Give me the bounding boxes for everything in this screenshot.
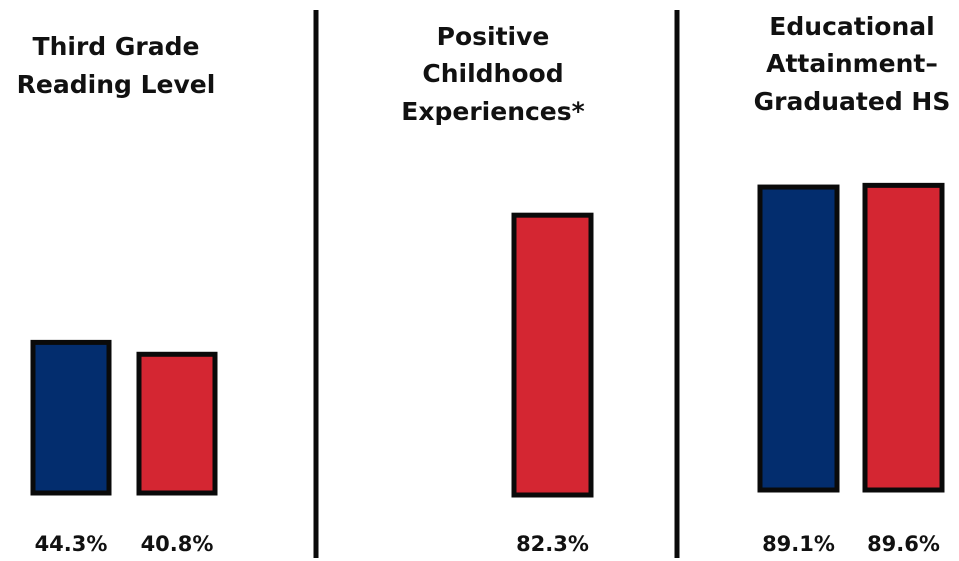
bar-value-label: 40.8% <box>141 532 214 556</box>
bar <box>30 339 112 496</box>
bar-value-label: 89.1% <box>762 532 835 556</box>
panel-title-line: Positive <box>437 22 550 51</box>
chart-panel-2: Positive Childhood Experiences* 82.3% <box>401 22 594 556</box>
chart-panel-1: Third Grade Reading Level 44.3% 40.8% <box>17 32 218 556</box>
bar-value-label: 44.3% <box>35 532 108 556</box>
bar <box>862 182 945 493</box>
bar-value-label: 82.3% <box>516 532 589 556</box>
panel-title-line: Third Grade <box>33 32 200 61</box>
panel-title-line: Graduated HS <box>754 87 951 116</box>
panel-title-line: Experiences* <box>401 97 584 126</box>
bar-value-label: 89.6% <box>867 532 940 556</box>
panel-title-line: Reading Level <box>17 70 216 99</box>
chart-panel-3: Educational Attainment– Graduated HS 89.1% 8… <box>754 12 951 556</box>
panel-title-line: Educational <box>769 12 934 41</box>
bar <box>757 184 840 493</box>
bar <box>511 212 594 498</box>
panel-title-line: Attainment– <box>766 49 938 78</box>
bar <box>136 351 218 496</box>
panel-title-line: Childhood <box>422 59 563 88</box>
